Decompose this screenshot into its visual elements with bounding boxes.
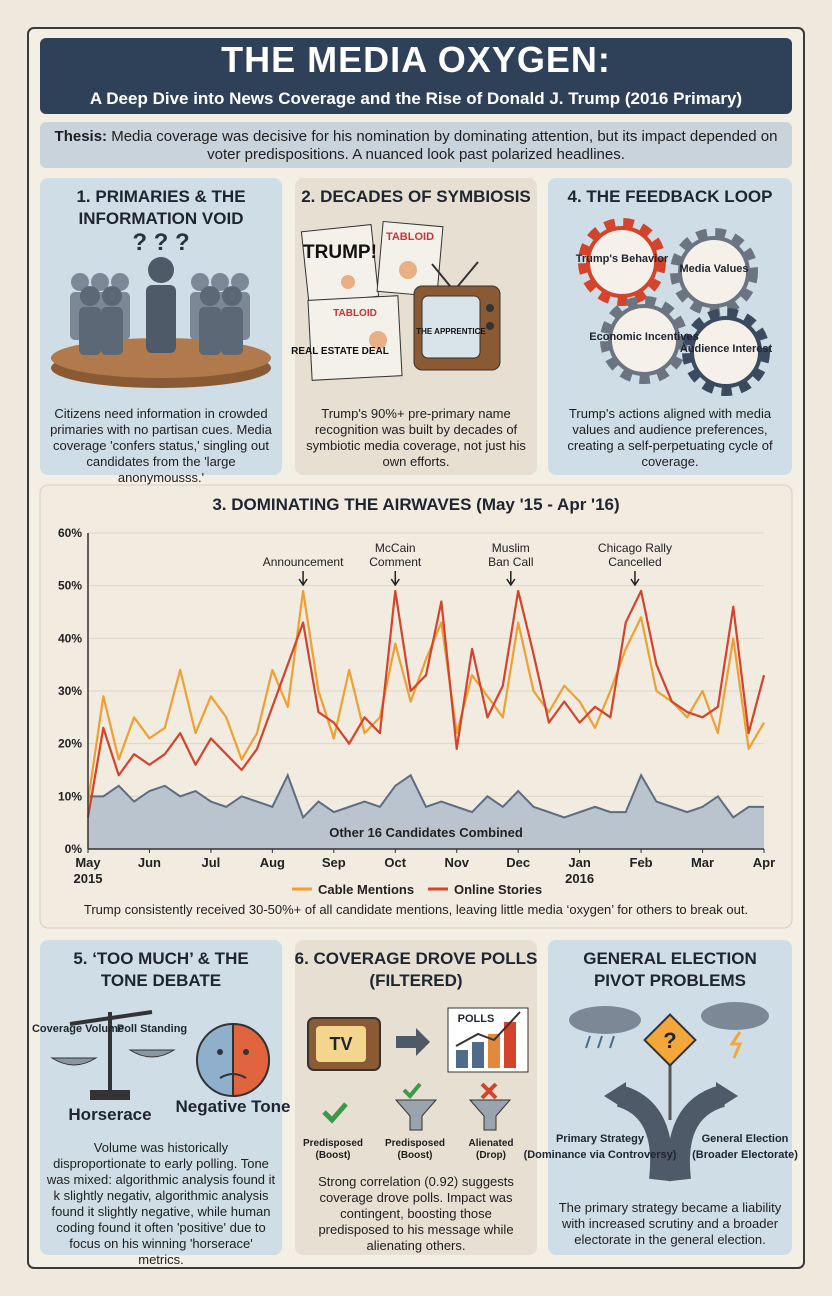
y-tick-label: 10% <box>58 789 82 803</box>
tabloid-headline: TRUMP! <box>303 242 377 263</box>
annotation-text: Cancelled <box>608 555 661 569</box>
gear-label: Economic Incentives <box>589 331 698 343</box>
panel-title: 2. DECADES OF SYMBIOSIS <box>301 187 531 206</box>
y-tick-label: 50% <box>58 579 82 593</box>
thesis-box <box>40 122 792 168</box>
panel-body: Trump's actions aligned with media value… <box>567 406 773 469</box>
scale-caption: Horserace <box>68 1105 151 1124</box>
panel-title: GENERAL ELECTION <box>583 949 756 968</box>
annotation-text: Announcement <box>263 555 344 569</box>
pivot-illustration <box>569 1002 769 1182</box>
tabloid-headline: REAL ESTATE DEAL <box>291 346 389 357</box>
subtitle: A Deep Dive into News Coverage and the R… <box>90 89 742 108</box>
polls-label: POLLS <box>458 1013 495 1025</box>
x-tick-label: Sep <box>322 855 346 870</box>
x-tick-label: Feb <box>630 855 653 870</box>
thesis-label: Thesis: <box>54 128 108 145</box>
thesis-text: Media coverage was decisive for his nomi… <box>111 128 778 163</box>
road-sublabel: (Broader Electorate) <box>692 1149 798 1161</box>
x-tick-label: Jan <box>568 855 590 870</box>
x-tick-label: Nov <box>444 855 469 870</box>
area-fill <box>88 775 764 849</box>
annotation-arrow <box>506 571 516 587</box>
scale-label: Coverage Volume <box>32 1023 124 1035</box>
x-tick-label: Jun <box>138 855 161 870</box>
x-year-label: 2015 <box>74 871 103 886</box>
tabloid-illustration: TRUMP! TABLOID TABLOID REAL ESTATE DEAL … <box>291 220 501 381</box>
funnel-label: Alienated (Drop) <box>468 1138 514 1161</box>
panel-body: The primary strategy became a liability … <box>558 1200 782 1247</box>
gear-label: Audience Interest <box>680 343 773 355</box>
header-box <box>40 38 792 114</box>
annotation-text: Ban Call <box>488 555 533 569</box>
funnel-label: Predisposed (Boost) <box>302 1138 364 1161</box>
x-year-label: 2016 <box>565 871 594 886</box>
panel-body: Citizens need information in crowded pri… <box>50 406 272 485</box>
y-tick-label: 20% <box>58 737 82 751</box>
tv-label: TV <box>329 1034 352 1054</box>
x-tick-label: Oct <box>384 855 406 870</box>
scale-label: Poll Standing <box>117 1023 187 1035</box>
y-tick-label: 30% <box>58 684 82 698</box>
x-tick-label: Mar <box>691 855 714 870</box>
chart-title: 3. DOMINATING THE AIRWAVES (May '15 - Ap… <box>212 495 619 514</box>
panel-title: PIVOT PROBLEMS <box>594 971 746 990</box>
panel-body: Trump's 90%+ pre-primary name recognitio… <box>306 406 526 469</box>
panel-title: 4. THE FEEDBACK LOOP <box>568 187 773 206</box>
area-label: Other 16 Candidates Combined <box>329 825 523 840</box>
series-line <box>86 589 765 802</box>
sign-mark: ? <box>663 1028 676 1053</box>
x-tick-label: May <box>75 855 101 870</box>
x-tick-label: Dec <box>506 855 530 870</box>
annotation-text: Comment <box>369 555 422 569</box>
road-label: General Election <box>702 1133 789 1145</box>
legend-label: Cable Mentions <box>318 882 414 897</box>
panel-title: 5. ‘TOO MUCH’ & THE <box>73 949 248 968</box>
annotation-text: Chicago Rally <box>598 541 672 555</box>
polls-illustration <box>307 1007 529 1131</box>
thesis: Thesis: Media coverage was decisive for … <box>44 128 788 164</box>
panel-title: INFORMATION VOID <box>79 209 244 228</box>
annotation-text: McCain <box>375 541 416 555</box>
gears <box>578 218 770 396</box>
crowd-illustration: ? ? ? <box>51 229 271 388</box>
tabloid-headline: TABLOID <box>333 308 377 319</box>
tabloid-headline: TABLOID <box>386 231 434 243</box>
tv-show: THE APPRENTICE <box>416 327 486 336</box>
title: THE MEDIA OXYGEN: <box>221 39 611 80</box>
panel-title: 1. PRIMARIES & THE <box>76 187 245 206</box>
panel-body: Volume was historically disproportionate… <box>46 1140 276 1267</box>
funnel-label: Predisposed (Boost) <box>384 1138 446 1161</box>
y-tick-label: 40% <box>58 631 82 645</box>
road-label: Primary Strategy <box>556 1133 645 1145</box>
panel-title: 6. COVERAGE DROVE POLLS <box>295 949 538 968</box>
panel-title: TONE DEBATE <box>101 971 221 990</box>
area-line <box>88 772 764 820</box>
annotation-arrow <box>298 571 308 587</box>
annotation-arrow <box>390 571 400 587</box>
face-caption: Negative Tone <box>176 1097 291 1116</box>
series-line <box>86 589 766 818</box>
panel-body: Strong correlation (0.92) suggests cover… <box>318 1174 514 1253</box>
x-tick-label: Jul <box>202 855 221 870</box>
question-marks: ? ? ? <box>132 229 189 256</box>
chart-caption: Trump consistently received 30-50%+ of a… <box>84 902 748 917</box>
road-sublabel: (Dominance via Controversy) <box>524 1149 677 1161</box>
y-tick-label: 0% <box>65 842 83 856</box>
annotation-arrow <box>630 571 640 587</box>
scale-illustration <box>50 1010 270 1100</box>
gear-label: Media Values <box>679 263 748 275</box>
x-tick-label: Apr <box>753 855 775 870</box>
chart: 0% 10% 20% 30% 40% 50% 60% May Jun Jul Aug Sep Oct No… <box>58 526 775 897</box>
legend-label: Online Stories <box>454 882 542 897</box>
y-tick-label: 60% <box>58 526 82 540</box>
x-tick-label: Aug <box>260 855 285 870</box>
gear-label: Trump's Behavior <box>576 253 669 265</box>
panel-title: (FILTERED) <box>369 971 462 990</box>
annotation-text: Muslim <box>492 541 530 555</box>
